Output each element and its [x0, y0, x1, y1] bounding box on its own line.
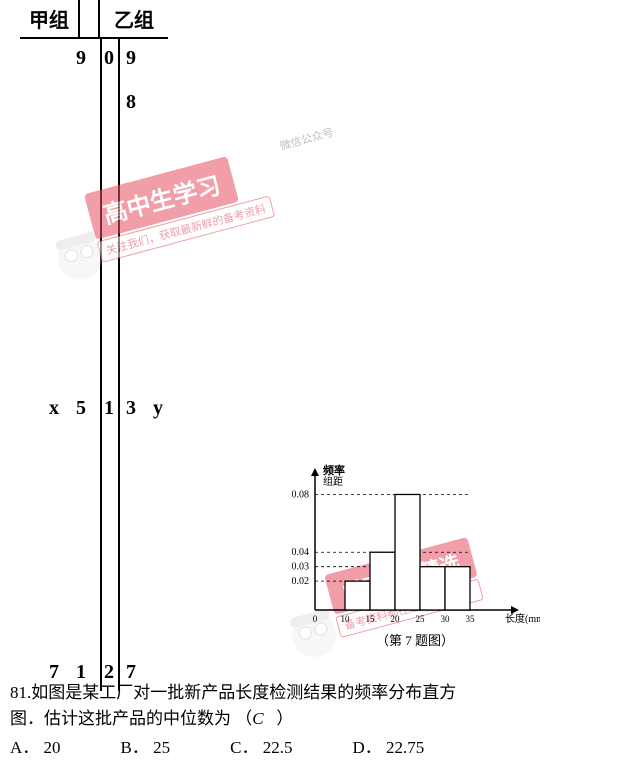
svg-text:25: 25	[416, 614, 426, 624]
paren-open: （	[235, 709, 252, 728]
question-text-1: 如图是某工厂对一批新产品长度检测结果的频率分布直方	[31, 683, 456, 702]
stem-vline-left	[100, 39, 102, 691]
svg-text:20: 20	[391, 614, 401, 624]
svg-text:（第 7 题图）: （第 7 题图）	[376, 633, 454, 648]
histogram-svg: 频率组距 0.02 0.03 0.04 0.08 0 10 15 20 25 30 35 长度(mm) （…	[260, 460, 540, 660]
option-value: 22.5	[263, 738, 293, 757]
option: C． 22.5	[230, 735, 292, 761]
header-right: 乙组	[98, 0, 168, 39]
histogram: 频率组距 0.02 0.03 0.04 0.08 0 10 15 20 25 30 35 长度(mm) （…	[260, 460, 540, 660]
stem-value: 1	[100, 397, 118, 420]
stem-leaf-header: 甲组 乙组	[20, 0, 640, 39]
header-mid	[80, 0, 98, 39]
svg-text:长度(mm): 长度(mm)	[505, 612, 540, 625]
header-left: 甲组	[20, 0, 80, 39]
option-label: C．	[230, 738, 258, 757]
stem-leaf-row: 8	[20, 91, 142, 114]
svg-text:0.02: 0.02	[292, 576, 310, 587]
stem-leaf-row: x 513 y	[20, 397, 169, 420]
leaf-right: 8	[118, 91, 142, 114]
svg-text:0.03: 0.03	[292, 562, 310, 573]
options-row: A． 20 B． 25 C． 22.5 D． 22.75	[10, 735, 630, 761]
question-block: 81.如图是某工厂对一批新产品长度检测结果的频率分布直方 图．估计这批产品的中位…	[10, 680, 630, 761]
leaf-left: 9	[20, 47, 100, 70]
svg-text:0.08: 0.08	[292, 489, 310, 500]
svg-text:15: 15	[366, 614, 376, 624]
svg-text:频率: 频率	[323, 463, 345, 477]
option-value: 25	[153, 738, 170, 757]
leaf-right: 9	[118, 47, 142, 70]
paren-close: ）	[276, 709, 293, 728]
option: D． 22.75	[352, 735, 424, 761]
option: A． 20	[10, 735, 61, 761]
question-number: 81.	[10, 683, 31, 702]
stem-leaf-row: 909	[20, 47, 142, 70]
option: B． 25	[121, 735, 171, 761]
question-text-2: 图．估计这批产品的中位数为	[10, 709, 231, 728]
leaf-left: x 5	[20, 397, 100, 420]
option-value: 20	[44, 738, 61, 757]
svg-text:组距: 组距	[323, 475, 343, 488]
stem-vline-right	[118, 39, 120, 691]
answer-letter: C	[252, 709, 263, 728]
svg-text:0.04: 0.04	[292, 547, 310, 558]
stem-value: 0	[100, 47, 118, 70]
svg-text:0: 0	[313, 614, 318, 624]
option-value: 22.75	[386, 738, 424, 757]
svg-text:35: 35	[466, 614, 476, 624]
option-label: A．	[10, 738, 39, 757]
option-label: B．	[121, 738, 149, 757]
leaf-right: 3 y	[118, 397, 169, 420]
option-label: D．	[352, 738, 381, 757]
svg-text:10: 10	[341, 614, 351, 624]
svg-text:30: 30	[441, 614, 451, 624]
